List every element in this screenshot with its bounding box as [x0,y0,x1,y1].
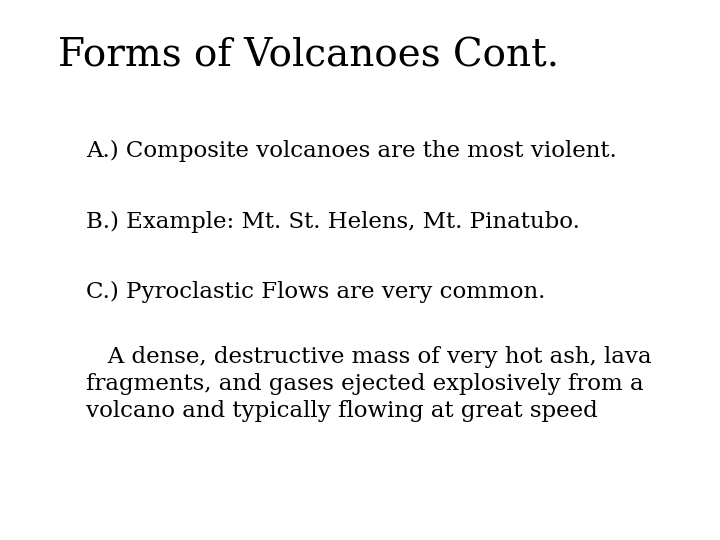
Text: Forms of Volcanoes Cont.: Forms of Volcanoes Cont. [58,38,559,75]
Text: B.) Example: Mt. St. Helens, Mt. Pinatubo.: B.) Example: Mt. St. Helens, Mt. Pinatub… [86,211,580,233]
Text: A.) Composite volcanoes are the most violent.: A.) Composite volcanoes are the most vio… [86,140,617,163]
Text: A dense, destructive mass of very hot ash, lava
fragments, and gases ejected exp: A dense, destructive mass of very hot as… [86,346,652,422]
Text: C.) Pyroclastic Flows are very common.: C.) Pyroclastic Flows are very common. [86,281,546,303]
